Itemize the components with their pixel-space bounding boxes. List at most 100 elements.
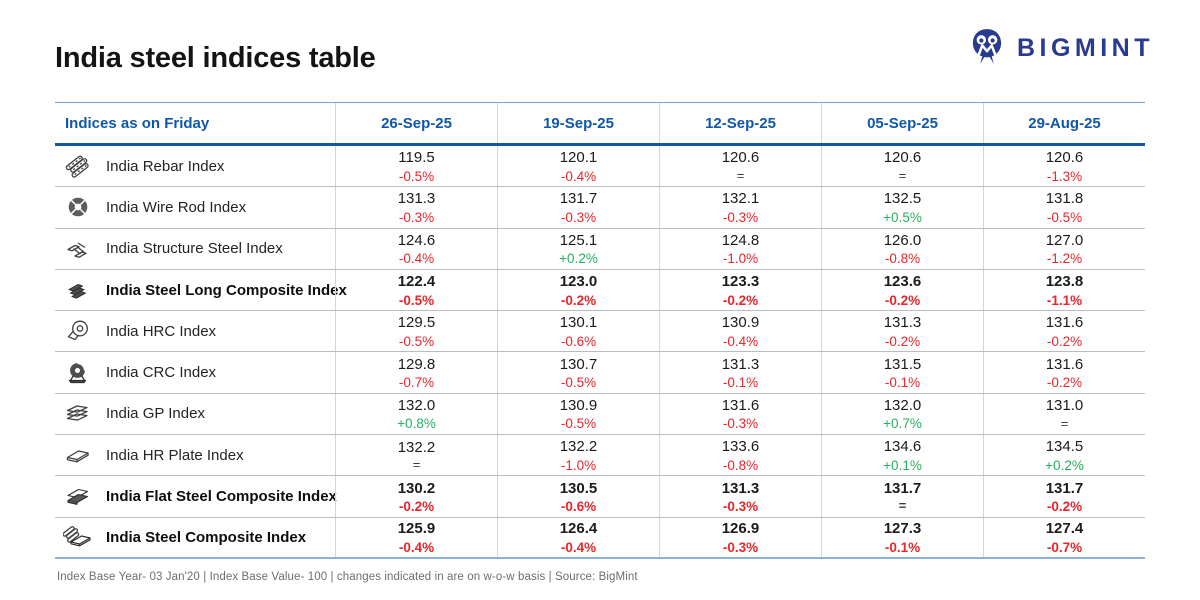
table-row: India Rebar Index 119.5 -0.5% 120.1 -0.4% 12… xyxy=(55,146,1145,188)
index-value-cell: 123.6 -0.2% xyxy=(821,269,983,311)
footnote: Index Base Year- 03 Jan'20 | Index Base … xyxy=(57,571,638,583)
index-name: India GP Index xyxy=(106,405,205,423)
crc-coil-icon xyxy=(63,359,93,387)
index-value: 125.9 xyxy=(397,520,436,538)
index-value-cell: 124.8 -1.0% xyxy=(659,228,821,269)
index-name: India CRC Index xyxy=(106,364,217,382)
index-label-cell: India HRC Index xyxy=(55,311,335,351)
wow-change: -0.8% xyxy=(884,251,921,267)
wow-change: -0.2% xyxy=(884,333,921,349)
index-value-cell: 123.0 -0.2% xyxy=(497,269,659,311)
wow-change: +0.7% xyxy=(883,416,922,432)
index-value-cell: 130.5 -0.6% xyxy=(497,476,659,517)
index-value: 129.8 xyxy=(397,355,436,373)
index-name: India HR Plate Index xyxy=(106,446,244,464)
wow-change: -0.5% xyxy=(398,292,435,308)
index-value: 132.0 xyxy=(397,396,436,414)
bigmint-wordmark: BIGMINT xyxy=(1016,33,1154,62)
wow-change: -0.4% xyxy=(398,539,435,555)
index-value-cell: 131.8 -0.5% xyxy=(983,187,1145,228)
index-value-cell: 124.6 -0.4% xyxy=(335,228,497,269)
hrc-coil-icon xyxy=(63,317,93,345)
table-row: India HRC Index 129.5 -0.5% 130.1 -0.6% 130.… xyxy=(55,311,1145,353)
table-row: India Steel Composite Index 125.9 -0.4% 12… xyxy=(55,517,1145,559)
index-value-cell: 131.7 = xyxy=(821,476,983,517)
index-value: 132.5 xyxy=(883,190,922,208)
index-value-cell: 131.7 -0.3% xyxy=(497,187,659,228)
index-value: 126.0 xyxy=(883,231,922,249)
index-value-cell: 131.6 -0.3% xyxy=(659,393,821,435)
index-value-cell: 125.9 -0.4% xyxy=(335,517,497,557)
table-row: India Structure Steel Index 124.6 -0.4% 12… xyxy=(55,228,1145,270)
wow-change: -1.0% xyxy=(560,457,597,473)
wow-change: -0.2% xyxy=(884,292,921,308)
index-value-cell: 129.8 -0.7% xyxy=(335,352,497,393)
index-value: 131.7 xyxy=(559,190,598,208)
wow-change: -0.6% xyxy=(560,499,597,514)
index-value-cell: 126.0 -0.8% xyxy=(821,228,983,269)
index-value-cell: 120.6 -1.3% xyxy=(983,146,1145,187)
index-value: 134.6 xyxy=(883,438,922,456)
index-value-cell: 132.2 = xyxy=(335,435,497,476)
wow-change: = xyxy=(412,457,421,473)
index-value: 129.5 xyxy=(397,314,436,332)
index-value-cell: 120.6 = xyxy=(659,146,821,187)
index-value: 131.5 xyxy=(883,355,922,373)
index-value-cell: 127.3 -0.1% xyxy=(821,517,983,557)
wow-change: = xyxy=(1060,415,1069,431)
wow-change: -0.3% xyxy=(722,499,759,514)
wow-change: -0.5% xyxy=(560,416,597,432)
index-value-cell: 134.5 +0.2% xyxy=(983,435,1145,476)
index-value: 127.3 xyxy=(883,520,922,538)
index-value: 120.6 xyxy=(883,149,922,167)
index-value-cell: 131.5 -0.1% xyxy=(821,352,983,393)
wow-change: -0.5% xyxy=(398,333,435,349)
column-header-date: 05-Sep-25 xyxy=(821,103,983,143)
index-value: 125.1 xyxy=(559,231,598,249)
wow-change: +0.8% xyxy=(397,416,436,432)
table-row: India Steel Long Composite Index 122.4 -0… xyxy=(55,269,1145,312)
index-value-cell: 131.3 -0.3% xyxy=(659,476,821,517)
wow-change: -0.2% xyxy=(1046,499,1083,514)
wow-change: -1.1% xyxy=(1046,292,1083,308)
index-value: 131.6 xyxy=(1045,314,1084,332)
wow-change: -1.2% xyxy=(1046,251,1083,267)
table-row: India HR Plate Index 132.2 = 132.2 -1.0% 133… xyxy=(55,435,1145,477)
index-value: 130.9 xyxy=(721,314,760,332)
index-value: 131.0 xyxy=(1045,397,1084,415)
index-value: 131.7 xyxy=(1045,479,1084,497)
wow-change: -0.7% xyxy=(398,375,435,391)
index-value: 134.5 xyxy=(1045,438,1084,456)
index-label-cell: India Wire Rod Index xyxy=(55,187,335,227)
wow-change: -0.4% xyxy=(722,333,759,349)
table-row: India Wire Rod Index 131.3 -0.3% 131.7 -0.3… xyxy=(55,187,1145,229)
table-header-row: Indices as on Friday 26-Sep-25 19-Sep-25 1… xyxy=(55,102,1145,146)
index-value-cell: 120.6 = xyxy=(821,146,983,187)
index-value-cell: 132.0 +0.7% xyxy=(821,393,983,435)
index-value: 133.6 xyxy=(721,438,760,456)
index-value: 123.3 xyxy=(721,273,760,291)
wow-change: -0.8% xyxy=(722,457,759,473)
wow-change: -0.5% xyxy=(1046,209,1083,225)
table-header-label: Indices as on Friday xyxy=(65,114,210,132)
column-header-date: 29-Aug-25 xyxy=(983,103,1145,143)
index-value-cell: 131.3 -0.2% xyxy=(821,311,983,352)
index-value-cell: 131.6 -0.2% xyxy=(983,352,1145,393)
index-value-cell: 131.7 -0.2% xyxy=(983,476,1145,517)
index-value: 132.2 xyxy=(559,438,598,456)
wow-change: -0.2% xyxy=(722,292,759,308)
index-value-cell: 123.8 -1.1% xyxy=(983,269,1145,311)
wow-change: = xyxy=(736,167,745,183)
index-value-cell: 129.5 -0.5% xyxy=(335,311,497,352)
wow-change: -0.4% xyxy=(560,539,597,555)
wow-change: -0.4% xyxy=(398,251,435,267)
index-value: 130.5 xyxy=(559,479,598,497)
index-value-cell: 123.3 -0.2% xyxy=(659,269,821,311)
index-value: 131.3 xyxy=(397,190,436,208)
index-value-cell: 119.5 -0.5% xyxy=(335,146,497,187)
table-row: India CRC Index 129.8 -0.7% 130.7 -0.5% 131.… xyxy=(55,352,1145,394)
wow-change: -0.7% xyxy=(1046,539,1083,555)
wow-change: -0.3% xyxy=(398,209,435,225)
index-value: 132.2 xyxy=(397,438,436,456)
index-value: 120.6 xyxy=(721,149,760,167)
